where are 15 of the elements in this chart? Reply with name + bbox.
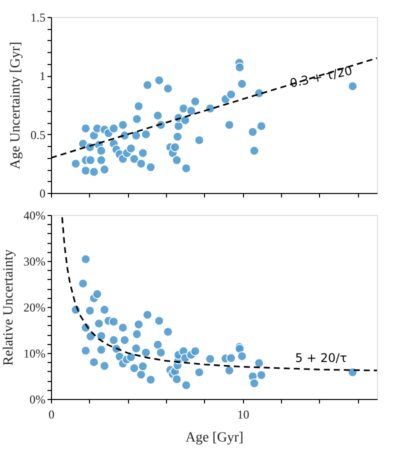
y-tick-label: 1 xyxy=(40,69,46,84)
y-tick-label: 0.5 xyxy=(30,128,46,142)
y-tick-label: 20% xyxy=(24,300,46,314)
y-tick-label: 0% xyxy=(30,392,46,406)
y-tick-label: 40% xyxy=(24,208,46,222)
y-tick-label: 1.5 xyxy=(30,10,46,24)
x-axis-title: Age [Gyr] xyxy=(186,430,244,446)
x-tick-label: 10 xyxy=(237,408,250,422)
annotation: 5 + 20/τ xyxy=(295,351,347,365)
y-axis-title: Relative Uncertainty xyxy=(2,249,17,366)
y-tick-label: 10% xyxy=(24,346,46,360)
line-series xyxy=(61,216,377,372)
y-tick-label: 30% xyxy=(24,254,46,268)
y-tick-label: 0 xyxy=(40,186,46,200)
y-axis-title: Age Uncertainty [Gyr] xyxy=(8,42,24,170)
